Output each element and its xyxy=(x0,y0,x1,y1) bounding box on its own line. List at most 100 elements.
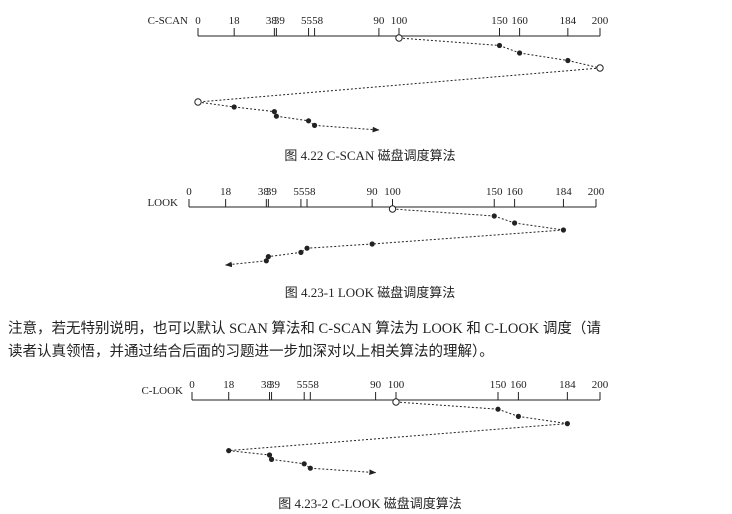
head-movement-segment xyxy=(271,458,305,465)
tick-label: 184 xyxy=(555,186,572,198)
request-point xyxy=(596,64,604,72)
head-path-clook xyxy=(226,398,570,475)
request-point xyxy=(307,465,313,471)
tick-label: 38 xyxy=(266,15,278,27)
head-movement-segment xyxy=(514,222,564,231)
tick-label: 39 xyxy=(269,379,281,391)
head-movement-segment xyxy=(234,106,275,113)
head-movement-segment xyxy=(398,37,500,46)
tick-label: 18 xyxy=(220,186,232,198)
tick-label: 90 xyxy=(370,379,382,391)
request-point xyxy=(392,398,400,406)
tick-label: 90 xyxy=(373,15,385,27)
head-movement-segment xyxy=(519,52,568,61)
request-point xyxy=(273,113,279,119)
request-point xyxy=(265,254,271,260)
tick-label: 55 xyxy=(297,379,309,391)
request-point xyxy=(517,50,523,56)
tick-label: 160 xyxy=(511,15,528,27)
request-point xyxy=(565,57,571,64)
request-point xyxy=(511,220,518,226)
tick-label: 100 xyxy=(391,15,408,27)
head-path-cscan xyxy=(194,34,604,133)
tick-label: 38 xyxy=(261,379,273,391)
caption-cscan: 图 4.22 C-SCAN 磁盘调度算法 xyxy=(284,148,455,163)
request-point xyxy=(495,406,501,412)
note-line-2: 读者认真领悟，并通过结合后面的习题进一步加深对以上相关算法的理解）。 xyxy=(8,344,494,360)
tick-label: 0 xyxy=(189,379,195,391)
tick-label: 200 xyxy=(588,186,605,198)
request-point xyxy=(388,205,397,213)
tick-label: 39 xyxy=(266,186,278,198)
tick-label: 150 xyxy=(491,15,508,27)
head-movement-segment xyxy=(567,60,601,69)
tick-label: 39 xyxy=(274,15,286,27)
head-movement-segment xyxy=(494,215,515,224)
head-movement-segment xyxy=(228,450,270,456)
head-movement-segment xyxy=(497,408,519,417)
tick-label: 90 xyxy=(367,186,379,198)
request-point xyxy=(560,227,567,233)
request-point xyxy=(369,241,375,247)
tick-label: 160 xyxy=(506,186,523,198)
request-point xyxy=(298,249,304,255)
caption-look: 图 4.23-1 LOOK 磁盘调度算法 xyxy=(285,285,455,300)
tick-label: 58 xyxy=(308,379,320,391)
request-point xyxy=(194,98,202,106)
head-movement-segment xyxy=(372,229,564,245)
request-point xyxy=(491,213,497,219)
head-movement-segment xyxy=(268,251,301,258)
request-point xyxy=(226,448,232,454)
tick-label: 150 xyxy=(490,379,507,391)
tick-label: 150 xyxy=(486,186,503,198)
tick-label: 100 xyxy=(384,186,401,198)
head-movement-segment xyxy=(395,401,499,410)
tick-label: 18 xyxy=(229,15,241,27)
head-movement-segment xyxy=(276,115,309,122)
request-point xyxy=(268,456,275,462)
algorithm-label-clook: C-LOOK xyxy=(141,385,183,397)
request-point xyxy=(301,461,307,467)
request-point xyxy=(263,258,269,264)
request-point xyxy=(496,42,503,49)
tick-label: 55 xyxy=(301,15,313,27)
head-movement-segment xyxy=(306,243,373,249)
tick-label: 0 xyxy=(195,15,201,27)
tick-label: 184 xyxy=(560,15,577,27)
head-movement-segment xyxy=(392,208,495,217)
note-line-1: 注意，若无特别说明，也可以默认 SCAN 算法和 C-SCAN 算法为 LOOK… xyxy=(8,321,601,337)
algorithm-label-look: LOOK xyxy=(147,197,178,209)
request-point xyxy=(311,122,318,128)
request-point xyxy=(231,104,237,110)
request-point xyxy=(304,245,310,251)
request-point xyxy=(515,413,522,419)
head-movement-segment xyxy=(228,423,568,452)
head-movement-segment xyxy=(224,260,267,268)
tick-label: 100 xyxy=(388,379,405,391)
tick-label: 160 xyxy=(510,379,527,391)
request-point xyxy=(305,118,312,124)
request-point xyxy=(271,109,277,115)
request-point xyxy=(266,452,273,458)
algorithm-label-cscan: C-SCAN xyxy=(148,15,188,27)
head-movement-segment xyxy=(518,415,568,425)
tick-label: 184 xyxy=(559,379,576,391)
tick-label: 55 xyxy=(293,186,305,198)
request-point xyxy=(564,421,570,427)
tick-label: 200 xyxy=(592,379,609,391)
tick-label: 58 xyxy=(305,186,317,198)
head-movement-segment xyxy=(197,101,235,108)
tick-label: 0 xyxy=(186,186,192,198)
tick-label: 38 xyxy=(258,186,270,198)
request-point xyxy=(395,34,403,42)
head-movement-segment xyxy=(197,67,601,103)
tick-label: 18 xyxy=(223,379,235,391)
tick-label: 200 xyxy=(592,15,609,27)
